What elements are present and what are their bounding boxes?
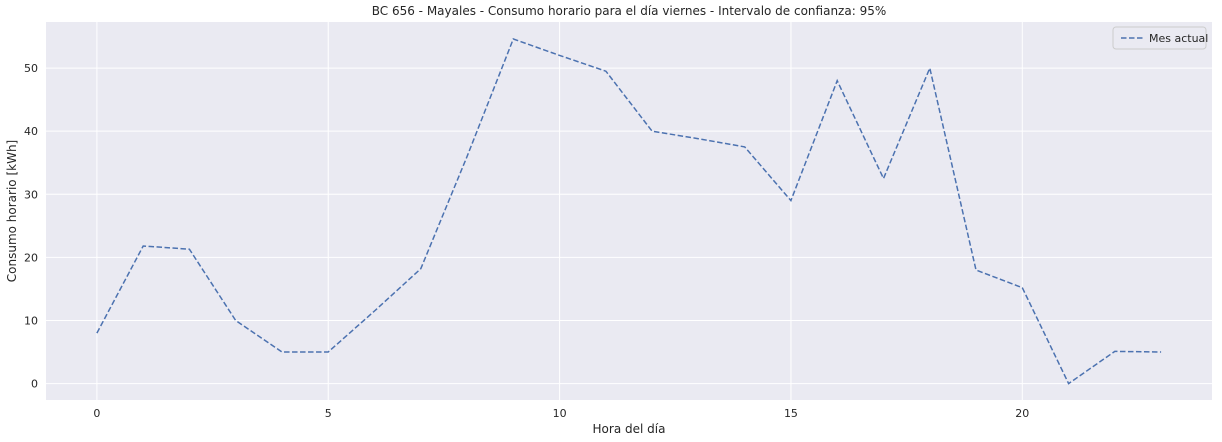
y-tick-label: 20 [24, 251, 38, 264]
legend: Mes actual [1112, 26, 1208, 50]
x-tick-label: 0 [93, 407, 100, 420]
y-tick-label: 50 [24, 62, 38, 75]
x-tick-labels: 0 5 10 15 20 [93, 407, 1029, 420]
legend-label: Mes actual [1149, 32, 1208, 45]
x-tick-label: 20 [1015, 407, 1029, 420]
x-tick-label: 10 [553, 407, 567, 420]
y-axis-label: Consumo horario [kWh] [5, 140, 19, 282]
y-tick-label: 10 [24, 314, 38, 327]
series-line [96, 38, 1162, 385]
y-tick-label: 40 [24, 125, 38, 138]
x-tick-label: 15 [784, 407, 798, 420]
x-axis-label: Hora del día [593, 422, 666, 436]
series-layer [96, 38, 1162, 385]
y-tick-label: 0 [31, 378, 38, 391]
plot-background [46, 22, 1212, 400]
grid-lines [46, 22, 1212, 400]
y-tick-labels: 0 10 20 30 40 50 [24, 62, 38, 391]
legend-box [1112, 26, 1207, 50]
y-tick-label: 30 [24, 188, 38, 201]
chart-title: BC 656 - Mayales - Consumo horario para … [372, 4, 887, 18]
x-tick-label: 5 [325, 407, 332, 420]
